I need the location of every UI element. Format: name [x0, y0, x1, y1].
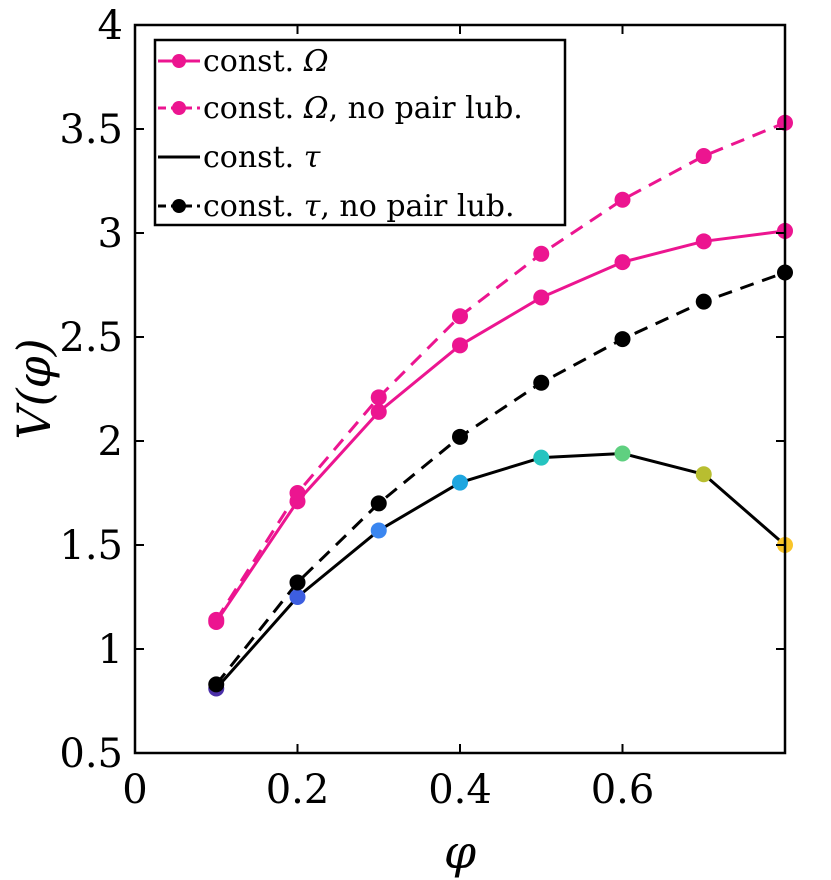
tick-layer: 0 0.2 0.4 0.6 0.5 1 1.5 2 2.5 3 3.5 4 — [59, 3, 785, 813]
data-point-s1-7 — [695, 233, 712, 250]
data-point-s3-2 — [289, 589, 306, 605]
data-point-s3-7 — [695, 466, 712, 483]
data-point-s4-3 — [370, 495, 387, 512]
x-tick-label: 0.2 — [266, 767, 330, 813]
legend-label: const. Ω, no pair lub. — [203, 91, 523, 126]
legend-label-symbol: τ — [304, 189, 321, 224]
data-point-s3-4 — [452, 474, 468, 491]
legend-entry-2: const. Ω, no pair lub. — [158, 91, 523, 126]
series-line-1 — [215, 229, 786, 623]
legend-entry-4: const. τ, no pair lub. — [158, 189, 515, 224]
data-point-s2-1 — [208, 611, 225, 628]
series-layer — [208, 114, 793, 697]
legend-label-prefix: const. — [203, 140, 304, 175]
y-axis-label: V(φ) — [7, 338, 61, 439]
data-point-s4-2 — [289, 574, 306, 591]
data-point-s2-5 — [533, 245, 550, 262]
legend-label-prefix: const. — [203, 91, 304, 126]
legend-marker — [172, 101, 186, 115]
data-point-s2-7 — [695, 148, 712, 165]
legend-label-suffix: , no pair lub. — [320, 189, 514, 224]
legend-box — [153, 38, 567, 227]
data-point-s2-6 — [614, 191, 631, 208]
legend-entry-1: const. Ω — [158, 44, 329, 79]
legend-marker — [172, 199, 186, 213]
data-point-s1-6 — [614, 254, 631, 271]
series-line-2 — [214, 121, 786, 621]
data-point-s1-3 — [370, 403, 387, 420]
y-tick-label: 3 — [98, 211, 123, 257]
y-tick-label: 2.5 — [59, 315, 123, 361]
data-point-s1-4 — [452, 337, 468, 354]
y-tick-label: 3.5 — [59, 107, 123, 153]
legend-label-symbol: Ω — [303, 91, 329, 126]
legend-label: const. τ — [203, 140, 321, 175]
data-point-s3-5 — [533, 449, 550, 466]
series-line-4 — [215, 271, 786, 686]
x-tick-label: 0 — [122, 767, 147, 813]
data-point-s1-5 — [533, 289, 550, 306]
x-tick-label: 0.4 — [428, 767, 492, 813]
data-point-s3-6 — [614, 445, 631, 462]
y-tick-label: 0.5 — [59, 731, 123, 777]
y-tick-label: 1 — [98, 627, 123, 673]
data-point-s4-4 — [452, 428, 468, 445]
data-point-s3-3 — [370, 522, 387, 539]
legend-label-prefix: const. — [203, 44, 304, 79]
legend-label: const. Ω — [203, 44, 329, 79]
data-point-s4-7 — [695, 293, 712, 310]
legend-label-symbol: τ — [304, 140, 321, 175]
legend-entry-3: const. τ — [158, 140, 321, 175]
legend-marker — [172, 54, 186, 68]
data-point-s2-2 — [289, 485, 306, 501]
data-point-s2-4 — [452, 308, 468, 325]
legend-label-suffix: , no pair lub. — [329, 91, 523, 126]
legend-label-symbol: Ω — [303, 44, 329, 79]
x-axis-label: φ — [444, 825, 477, 879]
y-tick-label: 2 — [98, 419, 123, 465]
y-tick-label: 1.5 — [59, 523, 123, 569]
series-line-3 — [215, 451, 786, 690]
data-point-s4-1 — [208, 676, 225, 693]
data-point-s4-5 — [533, 374, 550, 391]
data-point-s4-6 — [614, 331, 631, 348]
data-point-s2-3 — [370, 389, 387, 406]
legend-label: const. τ, no pair lub. — [203, 189, 515, 224]
y-tick-label: 4 — [98, 3, 123, 49]
legend-label-prefix: const. — [203, 189, 304, 224]
x-tick-label: 0.6 — [591, 767, 655, 813]
